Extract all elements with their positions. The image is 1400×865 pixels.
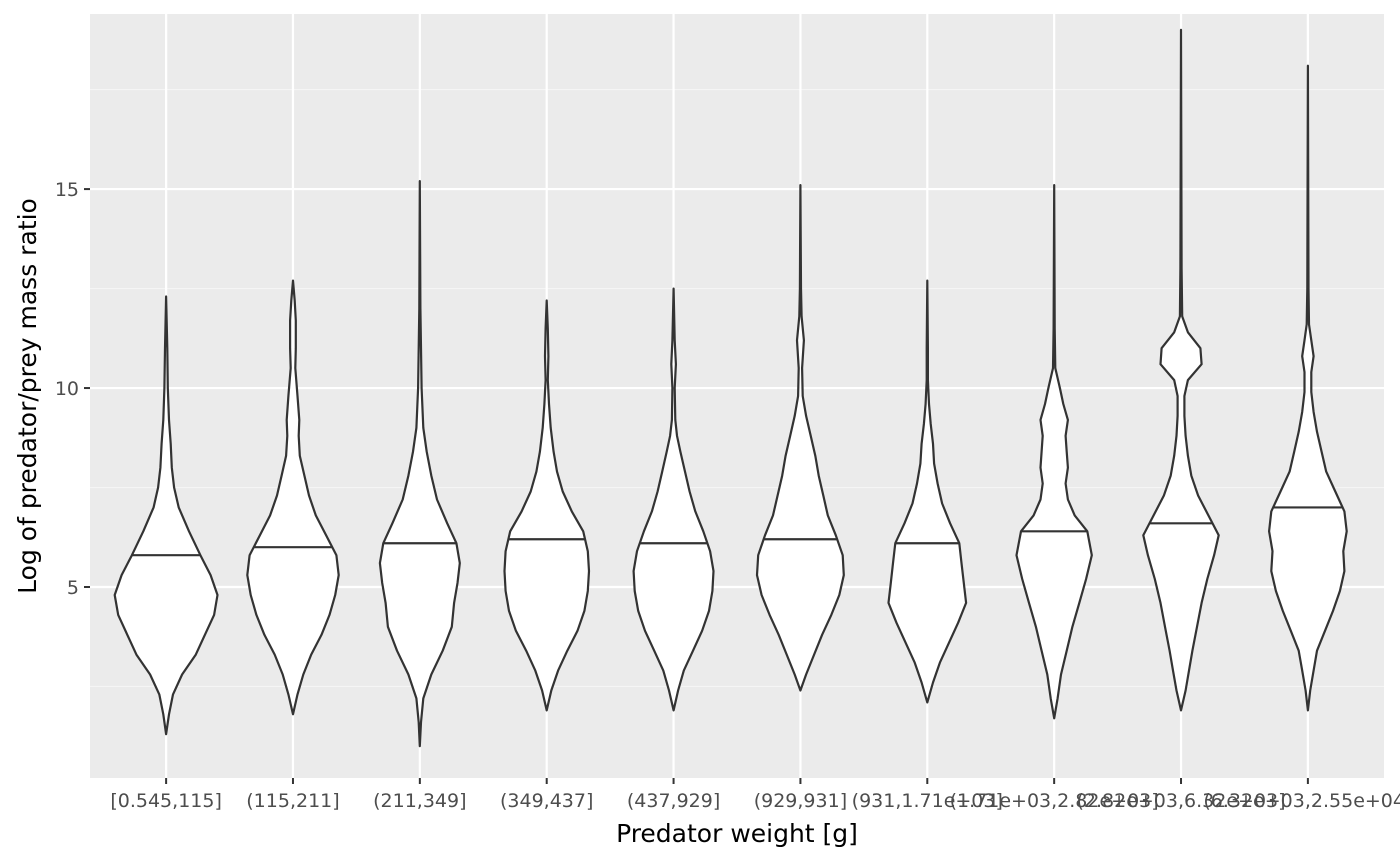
y-axis-title: Log of predator/prey mass ratio	[13, 198, 42, 594]
y-tick-label: 5	[67, 577, 79, 599]
x-axis: [0.545,115] (115,211] (211,349] (349,437] (4…	[110, 778, 1400, 812]
y-tick-label: 15	[55, 179, 79, 201]
violin	[887, 279, 968, 704]
x-tick-label: (115,211]	[246, 790, 339, 812]
violin	[632, 287, 715, 712]
violin	[246, 279, 340, 716]
x-tick-label: [0.545,115]	[110, 790, 222, 812]
violin	[1268, 64, 1348, 712]
violin	[503, 299, 591, 712]
y-axis: 5 10 15	[55, 179, 90, 599]
y-tick-label: 10	[55, 378, 79, 400]
x-tick-label: (1.71e+03,2.82e+03]	[950, 790, 1159, 812]
x-tick-label: (211,349]	[373, 790, 466, 812]
violin	[113, 295, 219, 736]
x-tick-label: (2.82e+03,6.32e+03]	[1076, 790, 1285, 812]
violin	[1142, 28, 1220, 712]
violins	[113, 28, 1348, 748]
x-tick-label: (931,1.71e+03]	[852, 790, 1003, 812]
x-axis-title: Predator weight [g]	[616, 819, 858, 848]
violin	[378, 180, 461, 748]
violin	[755, 184, 845, 692]
x-tick-label: (437,929]	[627, 790, 720, 812]
x-tick-label: (929,931]	[754, 790, 847, 812]
x-tick-label: (6.32e+03,2.55e+04]	[1203, 790, 1400, 812]
violin	[1015, 184, 1093, 720]
x-tick-label: (349,437]	[500, 790, 593, 812]
